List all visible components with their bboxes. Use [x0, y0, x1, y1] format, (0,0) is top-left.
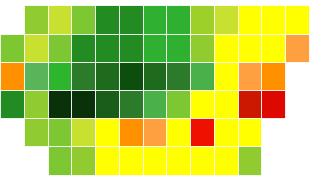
Bar — [142, 5, 166, 34]
Bar — [119, 5, 142, 34]
Bar — [95, 90, 119, 118]
Bar — [166, 146, 190, 175]
Bar — [261, 34, 285, 62]
Bar — [119, 118, 142, 146]
Bar — [214, 118, 237, 146]
Bar — [71, 146, 95, 175]
Bar — [24, 118, 47, 146]
Bar — [0, 90, 24, 118]
Bar — [47, 62, 71, 90]
Bar — [142, 90, 166, 118]
Bar — [166, 34, 190, 62]
Bar — [166, 118, 190, 146]
Bar — [190, 90, 214, 118]
Bar — [95, 62, 119, 90]
Bar — [237, 90, 261, 118]
Bar — [261, 62, 285, 90]
Bar — [190, 5, 214, 34]
Bar — [214, 5, 237, 34]
Bar — [47, 34, 71, 62]
Bar — [214, 90, 237, 118]
Bar — [190, 146, 214, 175]
Bar — [119, 146, 142, 175]
Bar — [142, 118, 166, 146]
Bar — [285, 5, 309, 34]
Bar — [214, 34, 237, 62]
Bar — [261, 5, 285, 34]
Bar — [95, 34, 119, 62]
Bar — [71, 34, 95, 62]
Bar — [237, 34, 261, 62]
Bar — [142, 62, 166, 90]
Bar — [24, 62, 47, 90]
Bar — [47, 5, 71, 34]
Bar — [24, 5, 47, 34]
Bar — [190, 118, 214, 146]
Bar — [47, 90, 71, 118]
Bar — [237, 5, 261, 34]
Bar — [0, 62, 24, 90]
Bar — [95, 118, 119, 146]
Bar — [261, 90, 285, 118]
Bar — [142, 146, 166, 175]
Bar — [47, 146, 71, 175]
Bar — [214, 62, 237, 90]
Bar — [119, 34, 142, 62]
Bar — [166, 90, 190, 118]
Bar — [95, 5, 119, 34]
Bar — [190, 62, 214, 90]
Bar — [190, 34, 214, 62]
Bar — [166, 62, 190, 90]
Bar — [24, 90, 47, 118]
Bar — [166, 5, 190, 34]
Bar — [119, 90, 142, 118]
Bar — [285, 34, 309, 62]
Bar — [71, 5, 95, 34]
Bar — [119, 62, 142, 90]
Bar — [0, 34, 24, 62]
Bar — [24, 34, 47, 62]
Bar — [71, 118, 95, 146]
Bar — [237, 118, 261, 146]
Bar — [142, 34, 166, 62]
Bar — [95, 146, 119, 175]
Bar — [214, 146, 237, 175]
Bar — [47, 118, 71, 146]
Bar — [71, 90, 95, 118]
Bar — [237, 146, 261, 175]
Bar — [237, 62, 261, 90]
Bar — [71, 62, 95, 90]
